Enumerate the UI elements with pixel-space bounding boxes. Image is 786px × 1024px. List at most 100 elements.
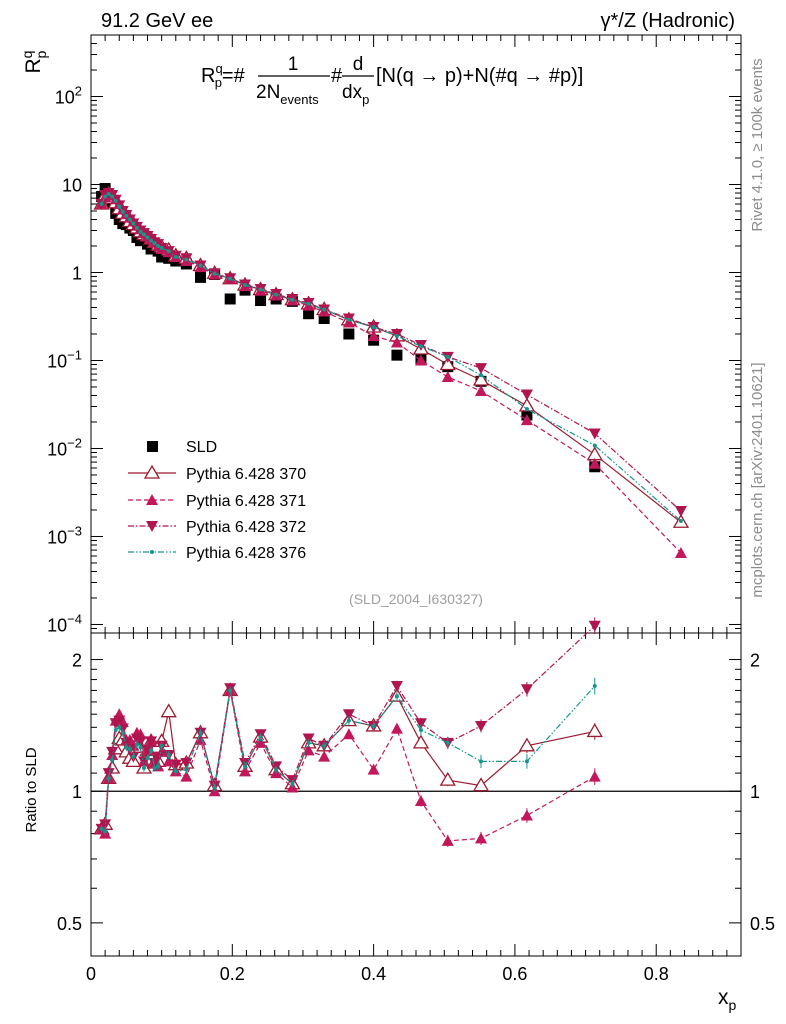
legend-item-p371: Pythia 6.428 371 bbox=[128, 493, 306, 510]
ratio-point-p370 bbox=[518, 737, 536, 752]
legend-item-sld: SLD bbox=[147, 439, 217, 456]
ratio-point-p376 bbox=[166, 753, 171, 758]
side-label-mcplots: mcplots.cern.ch [arXiv:2401.10621] bbox=[749, 362, 766, 597]
ratio-point-p376 bbox=[592, 684, 597, 689]
data-point-sld bbox=[318, 313, 330, 325]
ratio-point-p376 bbox=[124, 745, 129, 750]
data-point-p376 bbox=[592, 443, 597, 448]
data-point-p372 bbox=[674, 505, 687, 517]
data-point-p376 bbox=[479, 373, 483, 378]
data-point-p376 bbox=[138, 229, 143, 234]
ratio-point-p376 bbox=[274, 767, 279, 772]
svg-text:#: # bbox=[331, 65, 343, 87]
data-point-p376 bbox=[117, 204, 122, 209]
ratio-point-p371 bbox=[367, 763, 380, 775]
x-tick-label: 0.6 bbox=[502, 964, 527, 984]
header-right-title: γ*/Z (Hadronic) bbox=[601, 10, 735, 32]
x-tick-label: 0.4 bbox=[361, 964, 386, 984]
data-point-p376 bbox=[198, 263, 203, 268]
ratio-point-p372 bbox=[120, 737, 133, 749]
data-point-p371 bbox=[414, 354, 427, 366]
ratio-point-p376 bbox=[110, 757, 115, 762]
data-point-p376 bbox=[149, 238, 154, 243]
ratio-point-p371 bbox=[390, 722, 403, 734]
data-point-p376 bbox=[418, 344, 423, 349]
legend: SLD Pythia 6.428 370 Pythia 6.428 371 Py… bbox=[128, 439, 306, 562]
ratio-point-p376 bbox=[184, 767, 189, 772]
ratio-point-p372 bbox=[134, 736, 147, 748]
data-point-p371 bbox=[674, 546, 687, 558]
data-point-p376 bbox=[156, 244, 161, 249]
ratio-point-p376 bbox=[156, 764, 161, 769]
series-p371 bbox=[95, 187, 687, 558]
ratio-point-p372 bbox=[106, 746, 119, 758]
data-point-p376 bbox=[145, 235, 150, 240]
ratio-point-p372 bbox=[113, 715, 126, 727]
ratio-point-p376 bbox=[173, 769, 178, 774]
ratio-point-p376 bbox=[418, 728, 423, 733]
ratio-point-p376 bbox=[113, 728, 118, 733]
ratio-point-p372 bbox=[99, 819, 112, 831]
ratio-point-p371 bbox=[180, 770, 193, 782]
ratio-point-p376 bbox=[141, 765, 146, 770]
data-point-sld bbox=[195, 271, 207, 283]
ratio-point-p371 bbox=[441, 834, 454, 846]
axis-ticks: 0 0.2 0.4 0.6 0.8 102 10 1 10−1 10−2 10−3 10−4 2 2 1 1 0… bbox=[47, 34, 775, 984]
ratio-point-p376 bbox=[212, 785, 217, 790]
ratio-point-p371 bbox=[254, 736, 267, 748]
ratio-point-p376 bbox=[138, 745, 143, 750]
legend-item-p370: Pythia 6.428 370 bbox=[128, 464, 306, 483]
x-tick-label: 0.8 bbox=[644, 964, 669, 984]
data-point-p376 bbox=[106, 191, 111, 196]
y-tick-label: 10−2 bbox=[47, 435, 82, 459]
y-tick-label: 10−4 bbox=[47, 611, 82, 635]
ratio-point-p376 bbox=[145, 756, 150, 761]
ratio-point-p372 bbox=[152, 751, 165, 763]
data-point-p376 bbox=[228, 276, 233, 281]
ratio-point-p370 bbox=[439, 771, 456, 786]
ratio-point-p376 bbox=[371, 723, 376, 728]
data-point-p376 bbox=[131, 221, 136, 226]
data-point-p376 bbox=[290, 297, 295, 302]
data-point-p376 bbox=[346, 317, 351, 322]
ratio-point-p376 bbox=[103, 829, 108, 834]
ratio-point-p372 bbox=[342, 709, 355, 721]
data-point-p376 bbox=[394, 333, 399, 338]
data-point-p376 bbox=[159, 245, 164, 250]
y-axis-label-ratio: Ratio to SLD bbox=[23, 747, 40, 832]
ratio-point-p376 bbox=[149, 748, 154, 753]
ratio-point-p376 bbox=[134, 742, 139, 747]
ratio-point-p372 bbox=[141, 745, 154, 757]
ratio-point-p372 bbox=[588, 620, 601, 632]
ratio-y-tick-label-right: 1 bbox=[750, 782, 760, 802]
ratio-y-tick-label: 1 bbox=[72, 782, 82, 802]
svg-text:Pythia 6.428 376: Pythia 6.428 376 bbox=[186, 545, 306, 562]
data-point-p370 bbox=[439, 356, 456, 371]
ratio-point-p372 bbox=[145, 736, 158, 748]
ratio-point-p376 bbox=[445, 740, 450, 745]
series-data bbox=[96, 183, 601, 473]
ratio-series-p376 bbox=[99, 677, 597, 836]
ratio-point-p376 bbox=[152, 765, 157, 770]
y-tick-label: 10−3 bbox=[47, 523, 82, 547]
ratio-point-p376 bbox=[243, 764, 248, 769]
ratio-point-p371 bbox=[239, 765, 252, 777]
data-point-p376 bbox=[173, 254, 178, 259]
x-axis-label: xp bbox=[718, 986, 737, 1013]
data-point-p372 bbox=[475, 363, 487, 375]
data-point-p376 bbox=[124, 213, 129, 218]
data-point-p376 bbox=[103, 194, 108, 199]
ratio-point-p376 bbox=[198, 730, 203, 735]
formula-annotation: Rq p=# 1 2Nevents # d dxp [N(q → p)+N(#q … bbox=[201, 54, 583, 107]
svg-text:Rqp=#: Rq p=# bbox=[201, 61, 246, 90]
ratio-y-tick-label: 2 bbox=[72, 651, 82, 671]
data-point-p371 bbox=[520, 414, 533, 426]
svg-text:d: d bbox=[353, 54, 364, 75]
ratio-point-p376 bbox=[524, 759, 529, 764]
svg-text:Pythia 6.428 370: Pythia 6.428 370 bbox=[186, 466, 306, 483]
ratio-point-p376 bbox=[127, 746, 132, 751]
svg-text:Pythia 6.428 371: Pythia 6.428 371 bbox=[186, 493, 306, 510]
ratio-point-p372 bbox=[169, 759, 182, 771]
ratio-point-p376 bbox=[131, 754, 136, 759]
